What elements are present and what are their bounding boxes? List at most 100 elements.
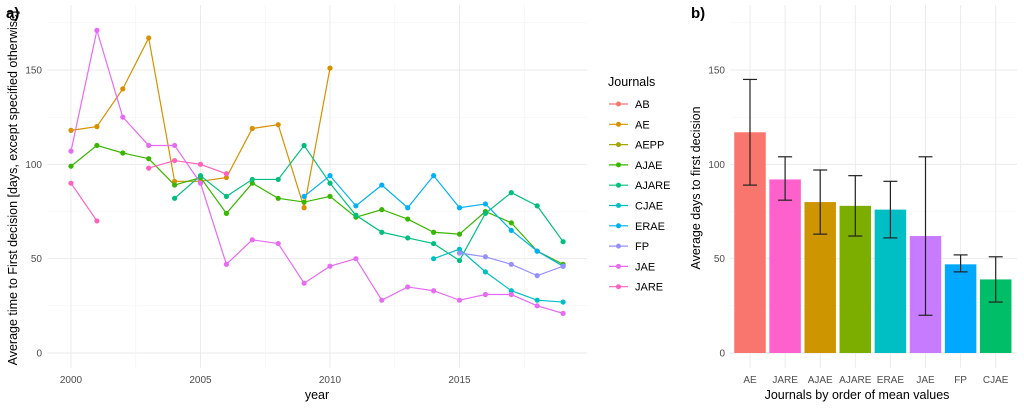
legend: AB AE AEPP AJAE AJARE CJAE ERAE FP JAE JARE <box>609 99 670 294</box>
data-point-AJAE <box>508 220 514 226</box>
data-point-AE <box>223 174 229 181</box>
data-point-JARE <box>197 161 204 167</box>
data-point-ERAE <box>327 173 333 179</box>
y-tick-label: 100 <box>708 160 725 171</box>
x-tick-label: 2005 <box>189 375 212 386</box>
legend-label-CJAE: CJAE <box>635 201 663 213</box>
series-line-AJARE <box>174 144 564 262</box>
data-point-AJARE <box>197 173 204 179</box>
data-point-AE <box>172 178 178 184</box>
data-point-AJARE <box>172 195 178 201</box>
legend-key-point <box>616 243 621 249</box>
x-tick-label: 2010 <box>319 375 342 386</box>
data-point-JAE <box>223 261 229 267</box>
data-point-AJARE <box>534 203 540 209</box>
data-point-AJAE <box>68 163 74 169</box>
legend-label-ERAE: ERAE <box>635 221 665 233</box>
data-point-ERAE <box>405 205 411 211</box>
data-point-FP <box>508 261 514 267</box>
data-point-JARE <box>146 165 152 171</box>
data-point-FP <box>456 250 463 256</box>
legend-label-AJAE: AJAE <box>635 160 663 172</box>
data-point-JARE <box>223 171 229 177</box>
data-point-JAE <box>172 142 178 149</box>
data-point-JAE <box>249 237 255 243</box>
data-point-AJARE <box>301 142 307 149</box>
data-point-JAE <box>120 114 126 120</box>
data-point-AJAE <box>405 216 411 222</box>
y-axis-title-a: Average time to First decision [days, ex… <box>6 11 20 366</box>
legend-label-JAE: JAE <box>635 261 655 273</box>
data-point-JAE <box>379 297 385 303</box>
x-tick-label: JARE <box>772 375 798 386</box>
data-point-JAE <box>353 256 359 262</box>
data-point-CJAE <box>431 256 437 262</box>
data-point-AJAE <box>327 193 333 200</box>
data-point-AJARE <box>508 190 514 196</box>
data-point-JAE <box>197 180 204 186</box>
y-tick-label: 150 <box>708 66 725 77</box>
data-point-AJARE <box>327 180 333 186</box>
data-point-AJARE <box>353 212 359 218</box>
data-point-CJAE <box>534 297 540 303</box>
data-point-ERAE <box>482 201 488 207</box>
x-tick-label: AJARE <box>839 375 872 386</box>
x-tick-label: AE <box>743 375 757 386</box>
data-point-CJAE <box>508 288 514 294</box>
bar-chart-panel: 0 50 100 150 AE JARE AJAE AJARE ERAE JAE FP CJAE <box>708 5 1017 386</box>
data-point-AE <box>327 65 333 71</box>
legend-key-point <box>616 142 621 148</box>
line-chart-panel: 0 50 100 150 2000 2005 2010 2015 <box>25 5 587 386</box>
data-point-JAE <box>456 297 463 303</box>
data-point-FP <box>482 254 488 260</box>
data-point-CJAE <box>482 269 488 275</box>
x-tick-label: FP <box>954 375 967 386</box>
y-tick-label: 0 <box>719 349 725 360</box>
legend-label-FP: FP <box>635 241 649 253</box>
data-point-AE <box>275 122 281 128</box>
data-point-JARE <box>172 157 178 164</box>
data-point-AJARE <box>275 176 281 183</box>
legend-key-point <box>616 203 621 208</box>
data-point-AJARE <box>379 229 385 235</box>
data-point-AE <box>120 86 126 92</box>
data-point-ERAE <box>353 203 359 209</box>
data-point-JARE <box>94 218 100 224</box>
data-point-ERAE <box>534 248 540 254</box>
data-point-JAE <box>482 291 488 298</box>
data-point-JAE <box>327 263 333 269</box>
legend-label-AEPP: AEPP <box>635 140 664 152</box>
series-line-AJAE <box>70 144 564 265</box>
data-point-AJAE <box>223 210 229 216</box>
data-point-AJARE <box>482 210 488 216</box>
data-point-ERAE <box>301 193 307 200</box>
y-tick-label: 150 <box>25 66 42 77</box>
data-point-AJAE <box>275 195 281 201</box>
data-point-ERAE <box>508 227 514 233</box>
data-point-AJAE <box>249 180 255 186</box>
data-point-AJAE <box>456 231 463 237</box>
data-point-AJARE <box>456 257 463 264</box>
series-line-JARE <box>148 159 227 175</box>
x-axis-title-b: Journals by order of mean values <box>765 388 950 402</box>
legend-label-JARE: JARE <box>635 282 663 294</box>
data-point-AJAE <box>431 229 437 235</box>
series-line-JARE <box>70 182 98 222</box>
legend-label-AJARE: AJARE <box>635 180 670 192</box>
data-point-AE <box>146 35 152 41</box>
data-point-JAE <box>68 148 74 154</box>
data-point-AJAE <box>94 142 100 149</box>
data-point-JAE <box>560 310 566 316</box>
legend-key-point <box>616 101 621 107</box>
panel-label-b: b) <box>691 5 705 22</box>
data-point-AJARE <box>249 176 255 183</box>
data-point-JAE <box>405 284 411 290</box>
x-tick-label: JAE <box>916 375 935 386</box>
y-tick-label: 0 <box>36 349 42 360</box>
data-point-AJAE <box>301 199 307 205</box>
x-tick-label: AJAE <box>808 375 833 386</box>
panel-label-a: a) <box>6 5 19 22</box>
series-line-CJAE <box>433 248 564 303</box>
legend-key-point <box>616 223 621 229</box>
data-point-ERAE <box>379 182 385 188</box>
